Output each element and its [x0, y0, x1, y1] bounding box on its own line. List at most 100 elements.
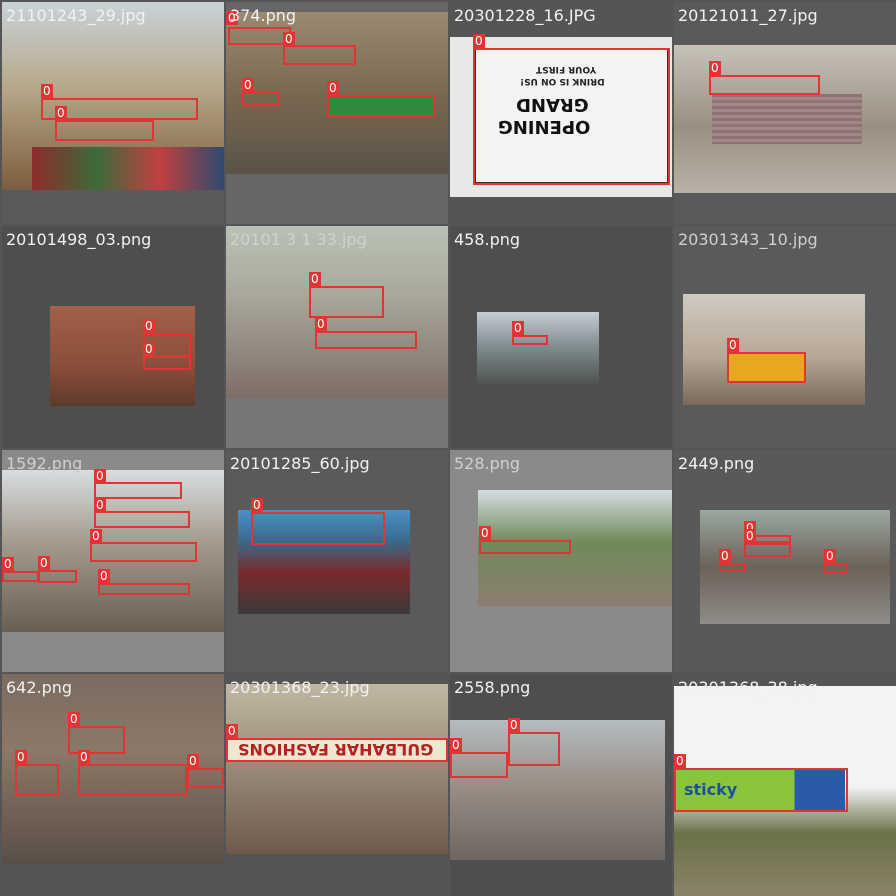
image-tile[interactable]: 20121011_27.jpg 0	[674, 2, 896, 224]
detection-label: 0	[226, 11, 238, 25]
detection-box	[94, 511, 190, 528]
image-filename: 374.png	[230, 6, 297, 25]
street-photo	[700, 510, 890, 624]
detection-label: 0	[78, 750, 90, 764]
detection-box	[283, 45, 356, 65]
street-photo	[478, 490, 672, 606]
image-filename: 20121011_27.jpg	[678, 6, 818, 25]
image-tile[interactable]: 20101498_03.png 0 0	[2, 226, 224, 448]
detection-label: 0	[744, 529, 756, 543]
image-filename: 2449.png	[678, 454, 755, 473]
detection-label: 0	[450, 738, 462, 752]
street-photo	[226, 226, 448, 398]
detection-label: 0	[15, 750, 27, 764]
detection-label: 0	[187, 754, 199, 768]
image-tile[interactable]: 20101 3 1 33.jpg 0 0	[226, 226, 448, 448]
image-filename: 20301368_23.jpg	[230, 678, 370, 697]
detection-box	[508, 732, 560, 766]
image-filename: 21101243_29.jpg	[6, 6, 146, 25]
image-filename: 20301228_16.JPG	[454, 6, 596, 25]
detection-label: 0	[315, 317, 327, 331]
image-tile[interactable]: sticky 20301368_38.jpg 0	[674, 674, 896, 896]
storefront-strip	[32, 147, 224, 190]
image-tile[interactable]: 21101243_29.jpg 0 0	[2, 2, 224, 224]
detection-label: 0	[242, 78, 254, 92]
image-filename: 2558.png	[454, 678, 531, 697]
street-photo	[450, 720, 665, 860]
detection-box	[41, 98, 198, 120]
detection-label: 0	[824, 549, 836, 563]
detection-box	[226, 738, 448, 762]
detection-box	[78, 764, 187, 796]
image-tile[interactable]: 458.png 0	[450, 226, 672, 448]
detection-box	[98, 583, 190, 595]
detection-label: 0	[512, 321, 524, 335]
detection-label: 0	[508, 718, 520, 732]
image-filename: 20101285_60.jpg	[230, 454, 370, 473]
detection-box	[327, 95, 435, 117]
image-tile[interactable]: 528.png 0	[450, 450, 672, 672]
detection-label: 0	[309, 272, 321, 286]
detection-box	[15, 764, 59, 796]
building-photo	[683, 294, 865, 405]
image-tile[interactable]: 20301343_10.jpg 0	[674, 226, 896, 448]
detection-label: 0	[327, 81, 339, 95]
detection-label: 0	[473, 34, 485, 48]
detection-box	[512, 335, 548, 345]
detection-box	[2, 571, 39, 582]
image-tile[interactable]: 2449.png 0 0 0 0	[674, 450, 896, 672]
detection-box	[709, 75, 820, 95]
shop-sign: sticky	[676, 770, 845, 810]
detection-label: 0	[719, 549, 731, 563]
detection-label: 0	[68, 712, 80, 726]
detection-box	[824, 563, 848, 573]
detection-box	[242, 92, 280, 106]
image-tile[interactable]: 2558.png 0 0	[450, 674, 672, 896]
image-tile[interactable]: YOUR FIRST DRINK IS ON US! GRAND OPENING…	[450, 2, 672, 224]
detection-box	[187, 768, 224, 788]
detection-label: 0	[727, 338, 739, 352]
shop-sign	[328, 96, 435, 116]
detection-box	[251, 512, 385, 545]
detection-box	[38, 570, 77, 583]
detection-box	[94, 482, 182, 499]
image-filename: 642.png	[6, 678, 73, 697]
image-filename: 20301343_10.jpg	[678, 230, 818, 249]
detection-label: 0	[90, 529, 102, 543]
image-tile[interactable]: 374.png 0 0 0 0	[226, 2, 448, 224]
street-photo	[477, 312, 599, 384]
shop-sign: GULBAHAR FASHIONS	[228, 738, 446, 762]
shop-sign	[729, 353, 805, 381]
detection-label: 0	[2, 557, 14, 571]
detection-box	[674, 768, 848, 812]
detection-label: 0	[98, 569, 110, 583]
detection-label: 0	[479, 526, 491, 540]
detection-label: 0	[41, 84, 53, 98]
detection-box	[744, 543, 791, 557]
detection-label: 0	[38, 556, 50, 570]
shutters	[712, 94, 862, 144]
detection-box	[315, 331, 417, 349]
image-filename: 528.png	[454, 454, 521, 473]
image-tile[interactable]: 1592.png 0 0 0 0 0 0	[2, 450, 224, 672]
detection-label: 0	[251, 498, 263, 512]
detection-box	[68, 726, 125, 754]
image-tile[interactable]: GULBAHAR FASHIONS 20301368_23.jpg 0	[226, 674, 448, 896]
detection-label: 0	[143, 342, 155, 356]
detection-label: 0	[674, 754, 686, 768]
image-filename: 20101 3 1 33.jpg	[230, 230, 367, 249]
detection-box	[228, 27, 291, 45]
detection-box	[719, 563, 746, 571]
detection-box	[309, 286, 384, 318]
detection-label: 0	[226, 724, 238, 738]
detection-label: 0	[55, 106, 67, 120]
detection-box	[727, 352, 806, 383]
image-tile[interactable]: 20101285_60.jpg 0	[226, 450, 448, 672]
image-filename: 20301368_38.jpg	[678, 678, 818, 697]
image-tile[interactable]: 642.png 0 0 0 0	[2, 674, 224, 896]
detection-box	[450, 752, 508, 778]
image-filename: 1592.png	[6, 454, 83, 473]
detection-label: 0	[744, 521, 756, 535]
image-filename: 458.png	[454, 230, 521, 249]
